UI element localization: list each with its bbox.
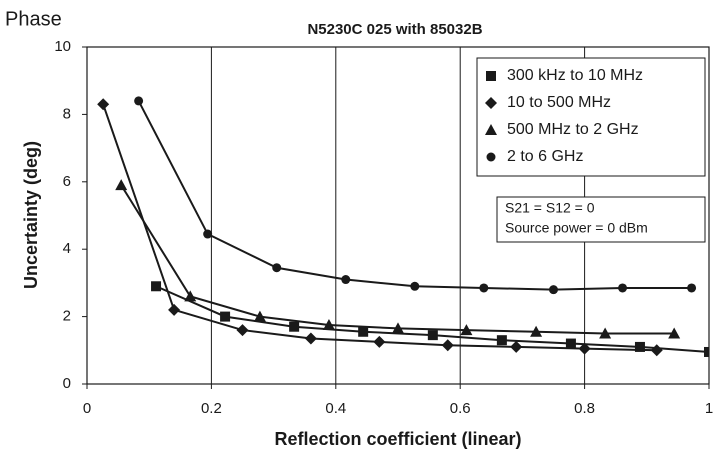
marker <box>496 335 507 346</box>
marker <box>289 321 300 332</box>
annotation-box <box>496 196 706 243</box>
annotation: Source power = 0 dBm <box>505 220 648 236</box>
marker <box>236 324 249 337</box>
marker <box>304 332 317 345</box>
marker <box>184 290 197 302</box>
marker <box>322 319 335 331</box>
legend-label: 2 to 6 GHz <box>507 148 583 165</box>
x-tick-label: 1 <box>705 400 713 417</box>
marker <box>151 281 162 292</box>
marker <box>203 229 213 239</box>
marker <box>341 275 351 285</box>
marker <box>486 71 496 81</box>
marker <box>460 324 473 336</box>
marker <box>565 338 576 349</box>
legend-label: 500 MHz to 2 GHz <box>507 121 639 138</box>
marker <box>220 311 231 322</box>
marker <box>510 340 523 353</box>
legend-box <box>476 57 706 177</box>
marker <box>253 310 266 322</box>
marker <box>272 263 282 273</box>
marker <box>97 98 110 111</box>
y-axis-label: Uncertainty (deg) <box>21 141 41 289</box>
x-tick-label: 0.8 <box>574 400 595 417</box>
marker <box>486 152 496 162</box>
marker <box>485 124 497 135</box>
marker <box>668 327 681 339</box>
marker <box>618 283 628 293</box>
marker <box>530 325 543 337</box>
y-tick-label: 4 <box>63 240 71 257</box>
x-axis-label: Reflection coefficient (linear) <box>274 429 521 449</box>
marker <box>634 341 645 352</box>
marker <box>485 97 497 109</box>
marker <box>427 330 438 341</box>
marker <box>650 344 663 357</box>
plot-frame <box>86 46 710 385</box>
marker <box>134 96 144 106</box>
marker <box>578 342 591 355</box>
chart-title: N5230C 025 with 85032B <box>307 21 482 38</box>
annotation: S21 = S12 = 0 <box>505 200 595 216</box>
y-tick-label: 2 <box>63 308 71 325</box>
y-tick-label: 0 <box>63 375 71 392</box>
x-tick-label: 0.2 <box>201 400 222 417</box>
legend-label: 10 to 500 MHz <box>507 94 611 111</box>
x-tick-label: 0.4 <box>325 400 346 417</box>
marker <box>410 281 420 291</box>
y-tick-label: 10 <box>54 38 71 55</box>
marker <box>599 327 612 339</box>
marker <box>358 326 369 337</box>
marker <box>115 179 128 191</box>
legend-label: 300 kHz to 10 MHz <box>507 67 643 84</box>
marker <box>392 322 404 334</box>
marker <box>479 283 489 293</box>
marker <box>441 339 454 352</box>
y-tick-label: 6 <box>63 173 71 190</box>
y-tick-label: 8 <box>63 105 71 122</box>
series-line <box>155 285 709 353</box>
plot-area <box>97 96 709 357</box>
marker <box>168 303 181 316</box>
page-label: Phase <box>5 8 62 30</box>
marker <box>549 285 558 295</box>
marker <box>373 335 386 348</box>
x-tick-label: 0 <box>83 400 91 417</box>
x-tick-label: 0.6 <box>450 400 471 417</box>
marker <box>687 283 697 293</box>
marker <box>704 346 709 357</box>
